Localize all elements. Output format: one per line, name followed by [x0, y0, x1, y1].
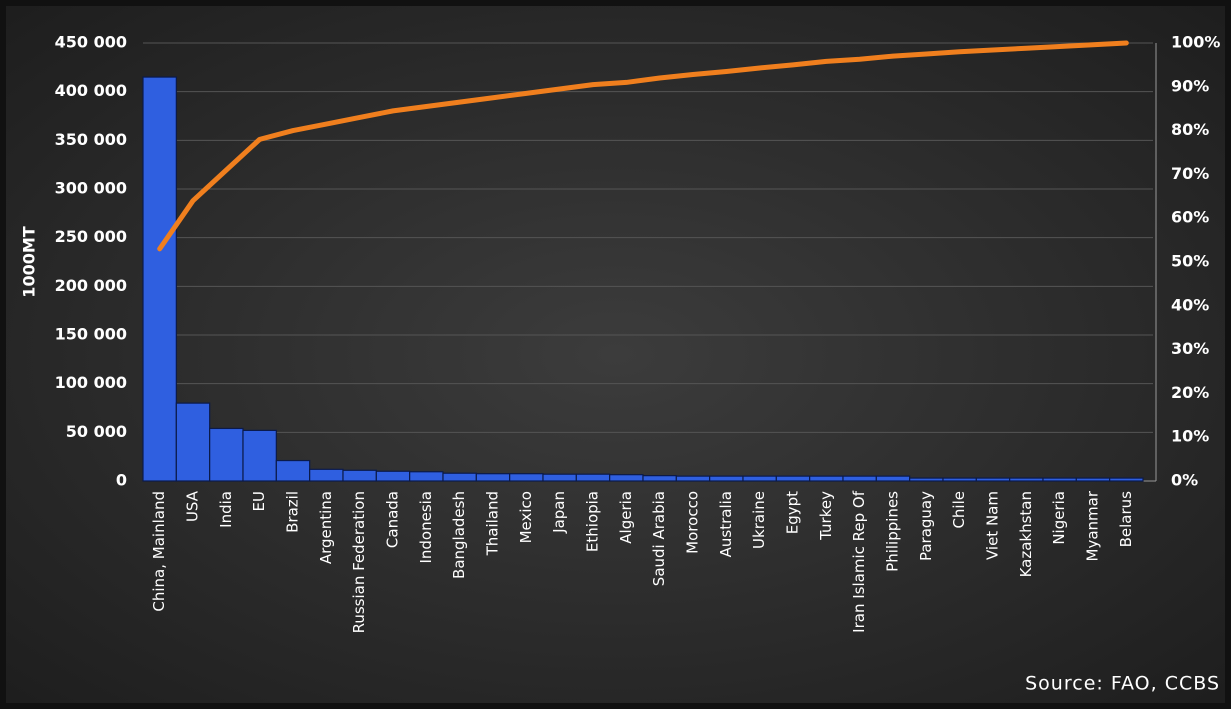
bar	[742, 475, 777, 482]
bar	[342, 469, 377, 482]
x-tick-label: EU	[250, 491, 268, 511]
y2-tick-label: 60%	[1171, 208, 1209, 227]
y2-tick-label: 0%	[1171, 471, 1198, 490]
y-tick-label: 400 000	[55, 81, 127, 100]
bar	[242, 429, 277, 482]
x-tick-label: Philippines	[884, 491, 902, 572]
bar	[775, 475, 811, 482]
bar	[675, 475, 711, 482]
y-tick-label: 250 000	[55, 227, 127, 246]
x-tick-label: Viet Nam	[984, 491, 1002, 560]
bar	[542, 473, 577, 482]
bar	[909, 477, 944, 482]
x-tick-label: Mexico	[517, 491, 535, 543]
y2-tick-label: 20%	[1171, 383, 1209, 402]
bar	[375, 470, 411, 482]
y2-tick-label: 30%	[1171, 339, 1209, 358]
bar	[275, 459, 311, 482]
source: Source: FAO, CCBS	[1025, 673, 1220, 695]
x-tick-label: Algeria	[617, 491, 635, 544]
x-tick-label: Chile	[950, 491, 968, 529]
x-tick-label: Nigeria	[1050, 491, 1068, 545]
x-tick-label: Myanmar	[1084, 490, 1102, 561]
y-tick-label: 300 000	[55, 179, 127, 198]
y-tick-label: 150 000	[55, 325, 127, 344]
x-tick-label: Saudi Arabia	[650, 491, 668, 586]
x-tick-label: India	[217, 491, 235, 528]
bar	[509, 473, 544, 482]
y-tick-label: 450 000	[55, 33, 127, 52]
bar	[209, 427, 244, 482]
bar	[709, 475, 744, 482]
bar	[475, 473, 511, 482]
x-tick-label: Morocco	[684, 491, 702, 554]
bar	[1042, 477, 1077, 482]
bar	[609, 474, 644, 482]
bar	[175, 402, 211, 482]
x-tick-label: Belarus	[1117, 491, 1135, 548]
x-tick-label: Egypt	[784, 491, 802, 534]
bar	[1075, 477, 1111, 482]
bar	[975, 477, 1011, 482]
x-tick-label: Ukraine	[750, 491, 768, 549]
bar	[575, 473, 611, 482]
y-tick-label: 50 000	[66, 422, 127, 441]
x-tick-label: USA	[184, 490, 202, 522]
x-tick-label: Japan	[550, 491, 568, 534]
x-tick-label: Paraguay	[917, 491, 935, 561]
bar	[942, 477, 977, 482]
y2-tick-label: 50%	[1171, 252, 1209, 271]
y2-tick-label: 40%	[1171, 295, 1209, 314]
x-tick-label: Argentina	[317, 491, 335, 564]
y-tick-label: 200 000	[55, 276, 127, 295]
bar	[309, 468, 344, 482]
y-axis-label: 1000MT	[20, 226, 39, 297]
x-tick-label: Iran Islamic Rep Of	[850, 490, 868, 633]
x-tick-label: Australia	[717, 491, 735, 557]
bar	[842, 475, 877, 482]
y2-tick-label: 90%	[1171, 76, 1209, 95]
bar	[1009, 477, 1044, 482]
bar	[809, 475, 844, 482]
x-tick-label: Turkey	[817, 491, 835, 541]
bar	[875, 475, 911, 482]
x-tick-label: China, Mainland	[150, 491, 168, 612]
x-tick-label: Russian Federation	[350, 491, 368, 633]
x-tick-label: Kazakhstan	[1017, 491, 1035, 577]
x-tick-label: Indonesia	[417, 491, 435, 564]
bar	[442, 472, 477, 482]
x-tick-label: Thailand	[484, 491, 502, 556]
x-tick-label: Canada	[384, 491, 402, 548]
y-tick-label: 0	[116, 471, 127, 490]
x-tick-label: Ethiopia	[584, 491, 602, 552]
bar	[1109, 477, 1144, 482]
y2-tick-label: 100%	[1171, 33, 1220, 52]
y2-tick-label: 70%	[1171, 164, 1209, 183]
bar	[142, 76, 177, 482]
x-tick-label: Bangladesh	[450, 491, 468, 579]
y2-tick-label: 80%	[1171, 120, 1209, 139]
bar	[409, 471, 444, 482]
x-tick-label: Brazil	[284, 491, 302, 533]
background	[6, 6, 1225, 703]
y-tick-label: 350 000	[55, 130, 127, 149]
y2-tick-label: 10%	[1171, 427, 1209, 446]
cumulative-line	[157, 40, 1129, 252]
y-tick-label: 100 000	[55, 373, 127, 392]
bar	[642, 475, 677, 482]
